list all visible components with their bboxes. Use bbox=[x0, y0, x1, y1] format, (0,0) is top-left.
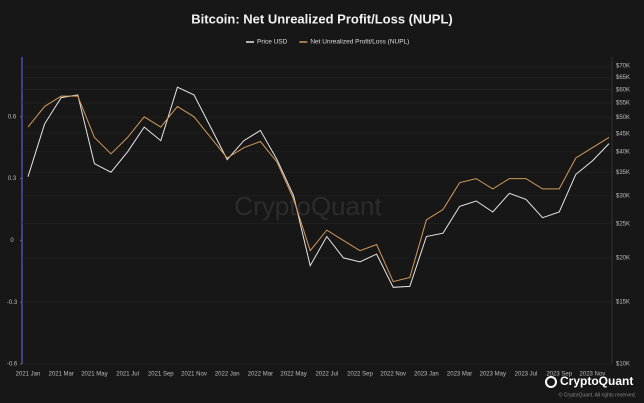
y-tick-label: -0.6 bbox=[7, 362, 18, 368]
brand: CryptoQuant bbox=[560, 374, 633, 388]
series-line bbox=[27, 86, 610, 288]
x-tick-label: 2022 Jul bbox=[315, 372, 338, 378]
x-tick-label: 2023 Nov bbox=[580, 372, 606, 378]
y2-tick-label: $25K bbox=[616, 221, 630, 227]
x-tick-label: 2022 Mar bbox=[248, 372, 273, 378]
y2-tick-label: $65K bbox=[616, 75, 630, 81]
legend-label: Net Unrealized Profit/Loss (NUPL) bbox=[310, 39, 409, 46]
y2-tick-label: $15K bbox=[616, 300, 630, 306]
y-tick-label: -0.3 bbox=[7, 300, 18, 306]
y2-tick-label: $20K bbox=[616, 255, 630, 261]
series-line bbox=[27, 95, 610, 283]
y2-tick-label: $45K bbox=[616, 131, 630, 137]
x-tick-label: 2022 Sep bbox=[347, 372, 373, 378]
y2-tick-label: $70K bbox=[616, 64, 630, 70]
copyright: © CryptoQuant. All rights reserved. bbox=[559, 391, 636, 398]
y2-tick-label: $50K bbox=[616, 115, 630, 121]
x-tick-label: 2021 Jul bbox=[116, 372, 139, 378]
y-tick-label: 0.3 bbox=[8, 176, 17, 182]
x-tick-label: 2022 May bbox=[280, 372, 306, 378]
x-tick-label: 2021 Mar bbox=[49, 372, 74, 378]
x-tick-label: 2021 Sep bbox=[148, 372, 174, 378]
legend-label: Price USD bbox=[257, 39, 288, 46]
x-tick-label: 2022 Jan bbox=[215, 372, 240, 378]
y2-tick-label: $30K bbox=[616, 193, 630, 199]
x-tick-label: 2023 Mar bbox=[447, 372, 472, 378]
logo-icon bbox=[545, 376, 557, 388]
x-tick-label: 2021 Jan bbox=[16, 372, 41, 378]
x-tick-label: 2023 Sep bbox=[546, 372, 572, 378]
y2-tick-label: $35K bbox=[616, 170, 630, 176]
x-tick-label: 2023 Jul bbox=[515, 372, 538, 378]
x-tick-label: 2021 Nov bbox=[181, 372, 207, 378]
y-tick-label: 0.6 bbox=[8, 114, 17, 120]
y2-tick-label: $10K bbox=[616, 362, 630, 368]
chart-title: Bitcoin: Net Unrealized Profit/Loss (NUP… bbox=[191, 11, 452, 26]
y2-tick-label: $60K bbox=[616, 87, 630, 93]
x-tick-label: 2023 May bbox=[480, 372, 506, 378]
y2-tick-label: $55K bbox=[616, 101, 630, 107]
y2-tick-label: $40K bbox=[616, 149, 630, 155]
y-tick-label: 0 bbox=[10, 238, 14, 244]
x-tick-label: 2021 May bbox=[81, 372, 107, 378]
x-tick-label: 2022 Nov bbox=[380, 372, 406, 378]
x-tick-label: 2023 Jan bbox=[414, 372, 439, 378]
watermark: CryptoQuant bbox=[234, 191, 382, 221]
